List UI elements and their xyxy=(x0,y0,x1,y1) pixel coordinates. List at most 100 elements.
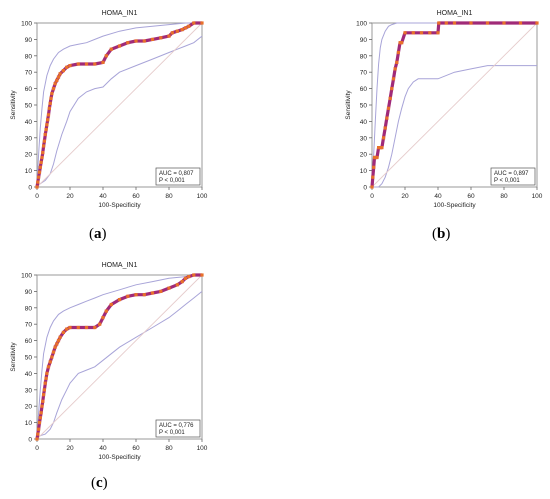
chart-title: HOMA_IN1 xyxy=(102,262,138,269)
roc-point xyxy=(45,371,49,375)
roc-point xyxy=(76,325,80,330)
roc-point xyxy=(39,411,43,415)
y-tick-label: 80 xyxy=(360,53,368,60)
caption-close: ) xyxy=(445,226,451,242)
reference-diagonal-line xyxy=(36,274,203,440)
y-tick-label: 40 xyxy=(25,119,33,126)
roc-point xyxy=(428,31,432,35)
auc-annotation-box xyxy=(490,167,536,186)
roc-point xyxy=(53,82,57,86)
roc-point xyxy=(46,118,50,122)
roc-point xyxy=(411,31,415,35)
y-tick-label: 0 xyxy=(28,437,32,444)
roc-point xyxy=(38,416,42,420)
roc-point xyxy=(44,128,48,132)
y-tick-label: 10 xyxy=(360,168,368,175)
y-tick-label: 100 xyxy=(21,21,32,28)
roc-point xyxy=(37,427,41,431)
roc-point xyxy=(40,155,44,160)
roc-point xyxy=(375,155,379,160)
roc-point xyxy=(167,34,171,38)
roc-point xyxy=(50,91,54,96)
y-tick-label: 90 xyxy=(360,37,368,44)
roc-point xyxy=(65,327,69,331)
auc-value: AUC = 0,776 xyxy=(159,423,194,429)
roc-point xyxy=(380,146,384,150)
roc-point xyxy=(36,432,40,436)
roc-point xyxy=(35,437,39,441)
x-tick-label: 20 xyxy=(401,193,409,200)
p-value: P < 0,001 xyxy=(159,430,185,436)
roc-point xyxy=(419,31,424,35)
figure-caption-a: (a) xyxy=(89,226,107,243)
y-tick-label: 0 xyxy=(363,185,367,192)
y-tick-label: 100 xyxy=(356,21,367,28)
roc-point xyxy=(373,155,377,160)
y-tick-label: 90 xyxy=(25,289,33,296)
roc-point xyxy=(41,399,45,403)
roc-point xyxy=(51,87,56,91)
ci-upper-line xyxy=(36,22,202,188)
y-tick-label: 50 xyxy=(360,103,368,110)
roc-point xyxy=(109,302,113,307)
y-tick-label: 20 xyxy=(360,152,368,159)
roc-point xyxy=(400,41,404,45)
roc-point xyxy=(126,41,130,45)
roc-point xyxy=(126,294,130,298)
roc-point xyxy=(385,116,389,120)
roc-point xyxy=(142,293,146,297)
x-tick-label: 40 xyxy=(99,445,107,452)
roc-point xyxy=(175,283,179,287)
roc-point xyxy=(170,31,174,35)
roc-point xyxy=(55,342,59,346)
x-tick-label: 0 xyxy=(35,193,39,200)
roc-point xyxy=(39,160,43,164)
roc-point xyxy=(46,365,51,369)
ci-upper-line xyxy=(36,274,203,440)
roc-point xyxy=(46,113,51,117)
y-tick-label: 70 xyxy=(360,70,368,77)
roc-point xyxy=(485,21,490,25)
auc-value: AUC = 0,897 xyxy=(494,171,529,177)
roc-point xyxy=(396,50,400,55)
chart-title: HOMA_IN1 xyxy=(437,10,473,17)
roc-point xyxy=(437,21,441,25)
y-tick-label: 30 xyxy=(25,387,33,394)
y-tick-label: 0 xyxy=(28,185,32,192)
chart-title: HOMA_IN1 xyxy=(102,10,138,17)
roc-point xyxy=(382,136,386,140)
ci-lower-line xyxy=(36,291,203,440)
roc-point xyxy=(76,62,80,66)
roc-point xyxy=(61,69,65,73)
roc-point xyxy=(175,29,179,33)
roc-point xyxy=(68,325,72,330)
auc-annotation-box xyxy=(155,419,201,438)
roc-figure-c: HOMA_IN1 0 10 20 30 40 50 60 70 80 90 100 0 20 40 60 80 1… xyxy=(0,252,275,499)
roc-point xyxy=(180,28,184,32)
roc-point xyxy=(43,132,47,137)
roc-point xyxy=(159,36,163,40)
roc-point xyxy=(200,273,204,277)
roc-point xyxy=(200,21,204,25)
roc-point xyxy=(159,289,163,293)
figure-caption-b: (b) xyxy=(432,226,450,243)
caption-letter: a xyxy=(94,226,102,242)
roc-point xyxy=(65,65,69,69)
roc-point xyxy=(377,146,381,150)
roc-point xyxy=(371,175,375,179)
y-tick-label: 70 xyxy=(25,322,33,329)
roc-figure-a: HOMA_IN1 0 10 20 30 40 50 60 70 80 90 100 0 20 40 60 80 1… xyxy=(0,0,275,250)
auc-value: AUC = 0,807 xyxy=(159,171,194,177)
roc-curve-line xyxy=(370,21,537,188)
roc-point xyxy=(390,87,394,91)
x-tick-label: 80 xyxy=(165,193,173,200)
roc-point xyxy=(50,355,54,359)
y-tick-label: 30 xyxy=(25,135,33,142)
roc-point xyxy=(40,404,44,408)
reference-diagonal-line xyxy=(36,22,203,188)
caption-open: ( xyxy=(432,226,437,242)
roc-point xyxy=(101,60,105,64)
x-tick-label: 80 xyxy=(165,445,173,452)
roc-point xyxy=(183,276,188,280)
roc-point xyxy=(36,180,40,184)
